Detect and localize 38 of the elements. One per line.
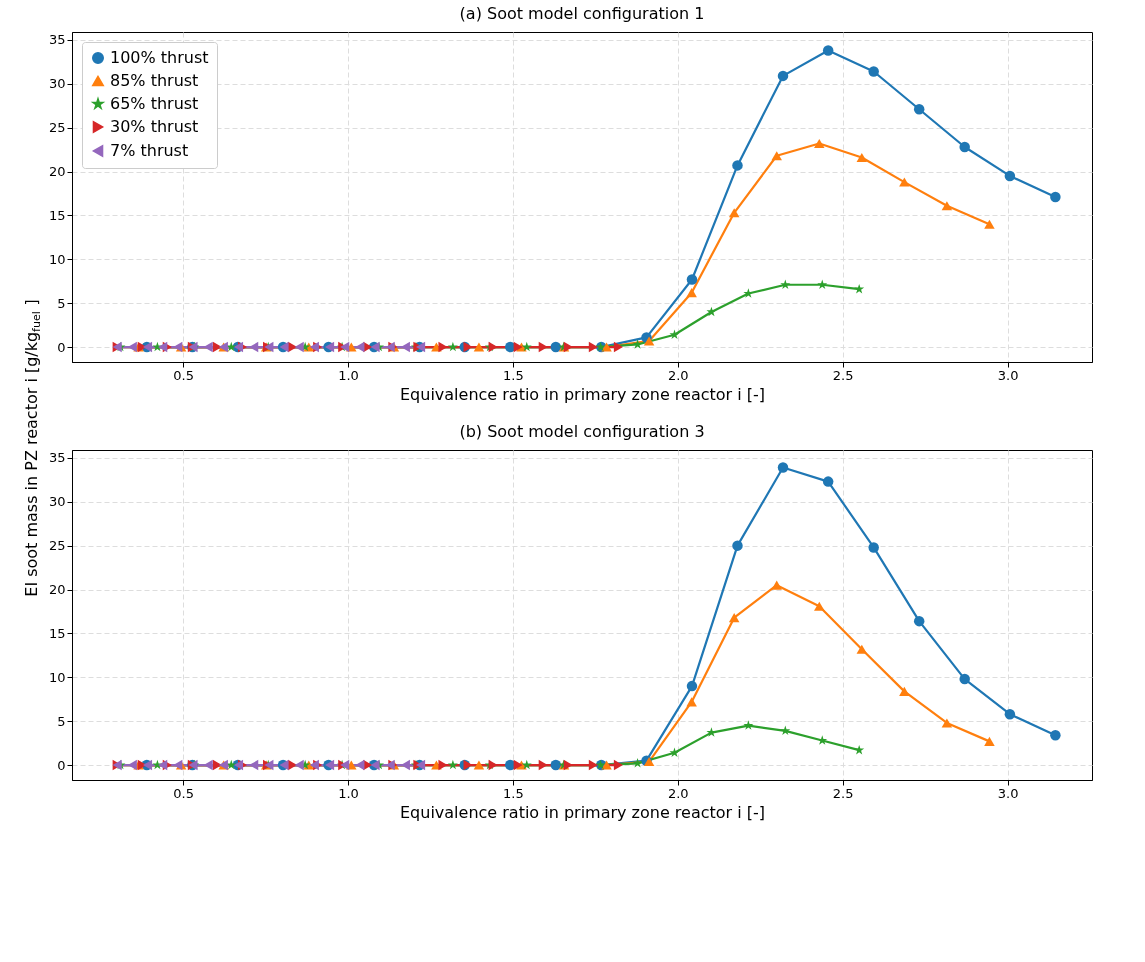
x-tick-label: 3.0 [997, 367, 1019, 383]
x-tick-label: 1.5 [503, 785, 524, 801]
y-tick-label: 35 [48, 450, 66, 466]
y-tick-label: 15 [48, 207, 66, 223]
y-tick-label: 25 [48, 538, 66, 554]
y-tick-label: 25 [48, 120, 66, 136]
chart-title: (a) Soot model configuration 1 [459, 4, 705, 23]
legend-label: 85% thrust [110, 71, 199, 90]
y-tick-label: 0 [57, 757, 66, 773]
y-tick-label: 5 [57, 713, 66, 729]
y-tick-label: 10 [48, 669, 66, 685]
y-tick-label: 20 [48, 164, 66, 180]
legend-label: 30% thrust [110, 117, 199, 136]
chart-title: (b) Soot model configuration 3 [459, 422, 705, 441]
y-axis-title: EI soot mass in PZ reactor i [g/kgfuel] [22, 299, 43, 597]
x-tick-label: 1.5 [503, 367, 524, 383]
legend-label: 65% thrust [110, 94, 199, 113]
y-tick-label: 0 [57, 339, 66, 355]
x-tick-label: 2.0 [667, 785, 689, 801]
y-tick-label: 30 [48, 494, 66, 510]
x-tick-label: 1.0 [338, 367, 359, 383]
y-tick-label: 35 [48, 32, 66, 48]
y-tick-label: 20 [48, 582, 66, 598]
y-tick-label: 30 [48, 76, 66, 92]
y-tick-label: 10 [48, 251, 66, 267]
x-tick-label: 1.0 [338, 785, 359, 801]
x-axis-title: Equivalence ratio in primary zone reactor i [-] [399, 384, 766, 404]
x-tick-label: 0.5 [173, 367, 194, 383]
x-tick-label: 2.5 [832, 367, 854, 383]
y-tick-label: 15 [48, 625, 66, 641]
x-tick-label: 0.5 [173, 785, 194, 801]
legend-label: 100% thrust [110, 48, 209, 67]
x-tick-label: 2.0 [667, 367, 689, 383]
x-tick-label: 2.5 [832, 785, 854, 801]
y-tick-label: 5 [57, 295, 66, 311]
x-tick-label: 3.0 [997, 785, 1019, 801]
x-axis-title: Equivalence ratio in primary zone reactor i [-] [399, 802, 766, 822]
legend-label: 7% thrust [110, 141, 189, 160]
